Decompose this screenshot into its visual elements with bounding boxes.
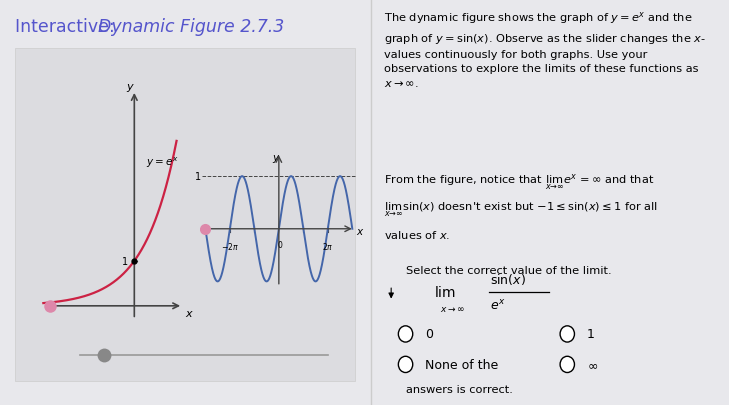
Text: $x\to\infty$: $x\to\infty$	[440, 305, 465, 313]
Text: answers is correct.: answers is correct.	[405, 384, 512, 394]
Text: $\sin(x)$: $\sin(x)$	[490, 271, 526, 286]
Text: 1: 1	[195, 172, 200, 182]
Text: $x$: $x$	[184, 308, 194, 318]
Text: $x$: $x$	[356, 227, 364, 237]
Text: $\lim_{x\to\infty} \sin(x)$ doesn't exist but $-1 \leq \sin(x) \leq 1$ for all: $\lim_{x\to\infty} \sin(x)$ doesn't exis…	[384, 200, 658, 219]
Text: The dynamic figure shows the graph of $y = e^x$ and the
graph of $y = \sin(x)$. : The dynamic figure shows the graph of $y…	[384, 10, 706, 89]
Text: $-2\pi$: $-2\pi$	[221, 241, 239, 252]
Circle shape	[560, 356, 574, 373]
Text: Interactive:: Interactive:	[15, 18, 120, 36]
Circle shape	[398, 326, 413, 342]
Text: From the figure, notice that $\lim_{x\to\infty} e^x = \infty$ and that: From the figure, notice that $\lim_{x\to…	[384, 172, 654, 192]
Text: $y$: $y$	[126, 82, 135, 94]
Text: $y$: $y$	[272, 153, 281, 165]
Text: 1: 1	[587, 328, 595, 341]
FancyBboxPatch shape	[15, 49, 355, 381]
Text: None of the: None of the	[425, 358, 499, 371]
Text: values of $x$.: values of $x$.	[384, 229, 451, 241]
Text: Select the correct value of the limit.: Select the correct value of the limit.	[405, 265, 611, 275]
Circle shape	[398, 356, 413, 373]
Text: $\infty$: $\infty$	[587, 358, 599, 371]
Text: $\lim$: $\lim$	[434, 284, 456, 299]
Text: 1: 1	[122, 256, 128, 266]
Text: 0: 0	[277, 241, 282, 250]
Circle shape	[560, 326, 574, 342]
Text: $e^x$: $e^x$	[490, 298, 505, 311]
Text: $2\pi$: $2\pi$	[322, 241, 334, 252]
Text: $y = e^x$: $y = e^x$	[146, 156, 178, 170]
Text: 0: 0	[425, 328, 433, 341]
Text: Dynamic Figure 2.7.3: Dynamic Figure 2.7.3	[98, 18, 284, 36]
